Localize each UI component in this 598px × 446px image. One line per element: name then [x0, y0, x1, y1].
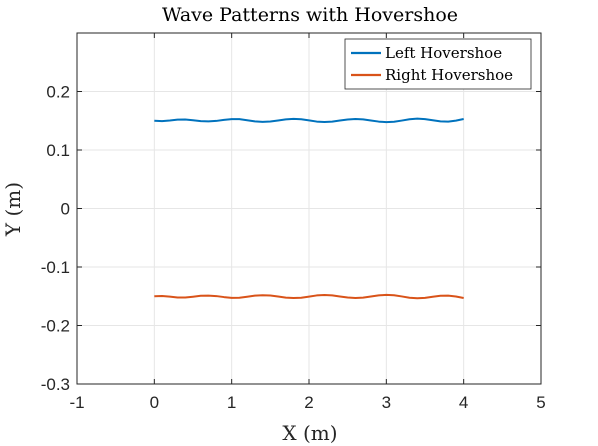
x-tick-label: 3	[382, 393, 391, 412]
y-tick-label: 0	[61, 200, 70, 219]
x-tick-label: 1	[227, 393, 236, 412]
legend-box	[344, 38, 532, 90]
y-tick-label: 0.1	[46, 141, 70, 160]
y-tick-label: 0.2	[46, 83, 70, 102]
series-layer	[154, 117, 464, 300]
x-tick-label: -1	[69, 393, 84, 412]
y-axis-label: Y (m)	[1, 182, 25, 237]
x-tick-label: 5	[536, 393, 545, 412]
legend: Left Hovershoe Right Hovershoe	[344, 38, 532, 90]
x-tick-label: 2	[304, 393, 313, 412]
y-tick-label: -0.3	[41, 375, 70, 394]
tick-labels: -1 0 1 2 3 4 5 -0.3 -0.2 -0.1 0 0.1 0.2	[41, 83, 546, 413]
legend-label-left-hovershoe: Left Hovershoe	[385, 44, 502, 62]
series-line-right-hovershoe	[154, 293, 464, 300]
y-tick-label: -0.2	[41, 317, 70, 336]
legend-label-right-hovershoe: Right Hovershoe	[385, 66, 513, 84]
series-line-left-hovershoe	[154, 117, 464, 124]
chart-title: Wave Patterns with Hovershoe	[162, 4, 458, 26]
ticks	[76, 33, 542, 385]
x-tick-label: 4	[459, 393, 468, 412]
x-tick-label: 0	[150, 393, 159, 412]
x-axis-label: X (m)	[282, 421, 337, 445]
y-tick-label: -0.1	[41, 258, 70, 277]
